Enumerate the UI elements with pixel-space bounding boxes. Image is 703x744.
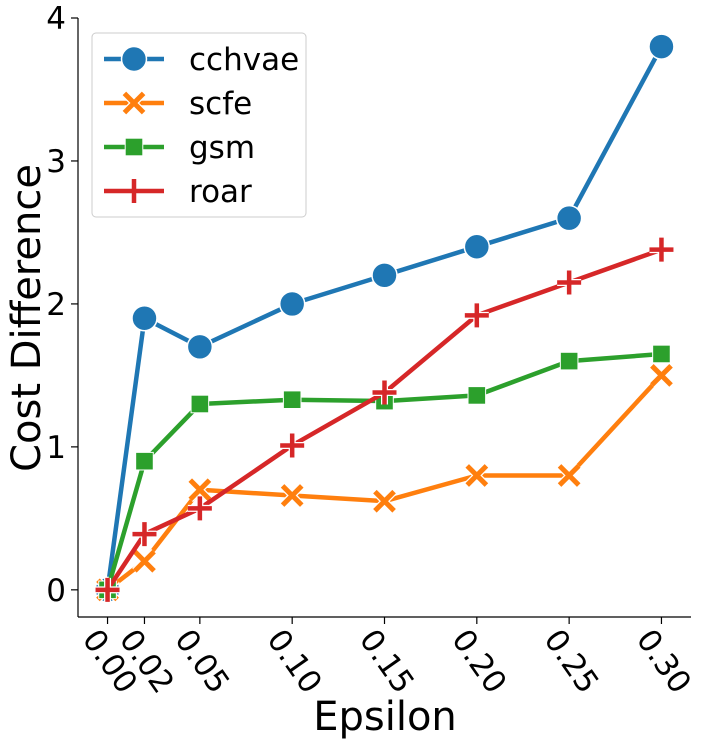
x-tick-label: 0.10 <box>260 623 329 700</box>
data-point <box>278 290 306 318</box>
y-tick-label: 0 <box>46 573 66 609</box>
data-point <box>372 380 397 405</box>
legend-frame <box>91 32 307 218</box>
legend-item-cchvae: cchvae <box>104 42 299 78</box>
x-tick-label: 0.05 <box>167 623 236 700</box>
data-point <box>557 270 582 295</box>
data-point <box>464 303 489 328</box>
data-point <box>464 463 490 488</box>
data-point <box>280 433 305 458</box>
y-tick-label: 1 <box>46 430 66 466</box>
x-tick-label: 0.25 <box>537 623 606 700</box>
data-point <box>95 577 120 602</box>
data-point <box>372 488 397 514</box>
y-tick-label: 2 <box>46 287 66 323</box>
data-point <box>463 233 491 260</box>
data-point <box>186 333 214 361</box>
data-point <box>556 463 582 488</box>
data-point <box>555 204 583 232</box>
data-point <box>132 522 157 547</box>
legend-item-gsm: gsm <box>104 130 255 166</box>
x-axis-label: Epsilon <box>313 694 457 740</box>
data-point <box>131 304 158 332</box>
y-tick-label: 3 <box>46 144 66 180</box>
data-point <box>282 390 302 410</box>
data-point <box>648 33 675 60</box>
series-roar <box>95 237 674 602</box>
legend-label: scfe <box>189 86 252 122</box>
data-point <box>279 483 305 508</box>
data-point <box>124 137 144 157</box>
data-point <box>187 496 212 521</box>
x-tick-label: 0.30 <box>629 623 698 700</box>
legend-label: cchvae <box>189 42 299 78</box>
data-point <box>120 45 148 73</box>
data-point <box>135 451 154 471</box>
x-tick-label: 0.20 <box>444 623 513 700</box>
y-tick-label: 4 <box>46 1 66 37</box>
data-point <box>190 394 210 414</box>
legend-item-scfe: scfe <box>104 86 252 122</box>
x-tick-label: 0.15 <box>352 623 421 700</box>
data-point <box>132 548 157 574</box>
series-line <box>105 351 664 593</box>
series-layer <box>94 33 675 604</box>
data-point <box>559 351 579 371</box>
data-point <box>187 477 213 503</box>
legend-item-roar: roar <box>104 174 252 210</box>
series-line <box>105 247 664 593</box>
data-point <box>652 344 671 364</box>
legend: cchvae scfe gsm roar <box>91 32 307 218</box>
series-cchvae <box>94 33 675 604</box>
legend-label: roar <box>189 174 252 210</box>
series-line <box>105 373 664 593</box>
data-point <box>122 179 146 203</box>
legend-label: gsm <box>189 130 255 166</box>
data-point <box>371 262 398 289</box>
data-point <box>467 386 487 405</box>
data-point <box>649 363 674 388</box>
y-axis-label: Cost Difference <box>4 164 50 472</box>
data-point <box>121 90 147 116</box>
data-point <box>649 237 674 262</box>
